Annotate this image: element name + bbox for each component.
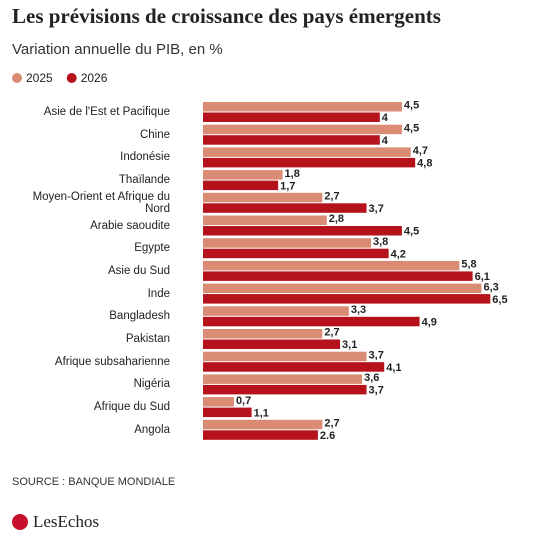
value-label: 4,9 bbox=[422, 316, 437, 328]
value-label: 6,3 bbox=[483, 281, 498, 293]
bar bbox=[203, 135, 380, 145]
value-label: 4,8 bbox=[417, 158, 432, 170]
category-label: Nigéria bbox=[133, 378, 170, 391]
value-label: 3,7 bbox=[369, 385, 384, 397]
value-label: 4,1 bbox=[386, 362, 401, 374]
category-label: Angola bbox=[134, 423, 170, 436]
chart-subtitle: Variation annuelle du PIB, en % bbox=[12, 41, 223, 58]
category-label: Bangladesh bbox=[109, 310, 170, 323]
value-label: 3,3 bbox=[351, 304, 366, 316]
value-label: 4 bbox=[382, 112, 389, 124]
value-label: 2,7 bbox=[324, 327, 339, 339]
value-label: 2,7 bbox=[324, 190, 339, 202]
value-label: 4,7 bbox=[413, 145, 428, 157]
bar bbox=[203, 329, 323, 339]
legend-label: 2025 bbox=[26, 71, 53, 85]
value-label: 4,5 bbox=[404, 100, 419, 112]
bar bbox=[203, 283, 482, 294]
bar bbox=[203, 397, 234, 407]
legend-swatch bbox=[12, 73, 22, 83]
value-label: 3,7 bbox=[369, 203, 384, 215]
bar bbox=[203, 124, 402, 135]
value-label: 6,5 bbox=[492, 294, 507, 306]
value-label: 3,8 bbox=[373, 236, 388, 248]
bar bbox=[203, 112, 380, 122]
value-label: 6,1 bbox=[475, 271, 490, 283]
bar bbox=[203, 407, 252, 418]
bar bbox=[203, 351, 367, 362]
source: SOURCE : BANQUE MONDIALE bbox=[12, 476, 175, 488]
category-label: Afrique du Sud bbox=[93, 401, 170, 414]
value-label: 3,6 bbox=[364, 372, 379, 384]
bar bbox=[203, 374, 363, 384]
bar bbox=[203, 226, 402, 236]
bar bbox=[203, 238, 371, 248]
bar bbox=[203, 339, 341, 349]
category-label: Moyen-Orient et Afrique du Nord bbox=[32, 190, 170, 215]
bar bbox=[203, 271, 473, 281]
bar bbox=[203, 430, 318, 440]
bar bbox=[203, 316, 420, 327]
bar bbox=[203, 170, 283, 180]
category-label: Pakistan bbox=[125, 333, 170, 345]
category-label: Asie du Sud bbox=[107, 264, 170, 277]
bar bbox=[203, 192, 323, 203]
value-label: 3,7 bbox=[369, 349, 384, 361]
value-label: 4,5 bbox=[404, 226, 419, 238]
value-label: 2,7 bbox=[324, 417, 339, 429]
category-label: Indonésie bbox=[120, 151, 170, 164]
bar bbox=[203, 362, 385, 372]
legend-swatch bbox=[66, 73, 77, 83]
value-label: 2,8 bbox=[329, 213, 344, 225]
legend-label: 2026 bbox=[81, 71, 108, 85]
category-label: Egypte bbox=[134, 242, 170, 255]
category-label: Asie de l'Est et Pacifique bbox=[43, 106, 170, 118]
value-label: 5,8 bbox=[461, 259, 476, 271]
bar bbox=[203, 102, 402, 112]
value-label: 2.6 bbox=[320, 430, 335, 442]
chart-title: Les prévisions de croissance des pays ém… bbox=[12, 4, 441, 28]
bar bbox=[203, 294, 491, 304]
bar bbox=[203, 203, 367, 213]
value-label: 4 bbox=[382, 135, 389, 147]
logo-icon bbox=[12, 514, 28, 530]
category-label: Chine bbox=[139, 128, 170, 141]
bar bbox=[203, 419, 323, 430]
category-label: Thaïlande bbox=[118, 174, 170, 187]
value-label: 3,1 bbox=[342, 339, 357, 351]
value-label: 1,7 bbox=[280, 180, 295, 192]
value-label: 4,2 bbox=[391, 248, 406, 260]
category-label: Arabie saoudite bbox=[90, 219, 170, 232]
bar bbox=[203, 215, 327, 225]
value-label: 1,1 bbox=[254, 407, 269, 419]
logo: LesEchos bbox=[33, 512, 99, 531]
bar bbox=[203, 157, 416, 168]
value-label: 1,8 bbox=[285, 168, 300, 180]
category-label: Afrique subsaharienne bbox=[54, 355, 170, 368]
bar bbox=[203, 248, 389, 259]
bar bbox=[203, 180, 279, 191]
bar bbox=[203, 147, 411, 157]
bar bbox=[203, 384, 367, 395]
bar bbox=[203, 306, 349, 316]
category-label: Inde bbox=[147, 287, 170, 300]
value-label: 4,5 bbox=[404, 122, 419, 134]
bar bbox=[203, 260, 460, 271]
value-label: 0,7 bbox=[236, 395, 251, 407]
